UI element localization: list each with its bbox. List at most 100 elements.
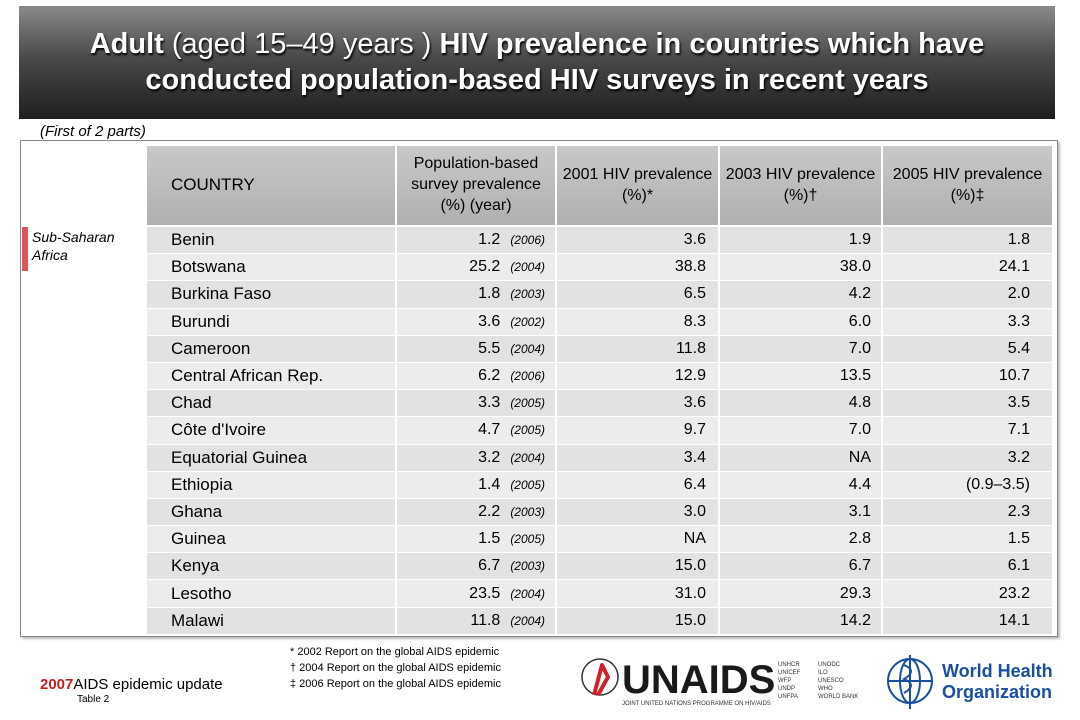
report-brand: 2007AIDS epidemic update (40, 676, 223, 693)
page-title: Adult (aged 15–49 years ) HIV prevalence… (19, 27, 1055, 98)
svg-text:UNDP: UNDP (778, 686, 795, 692)
header-2003: 2003 HIV prevalence (%)† (720, 146, 883, 225)
table-row: Malawi 11.8 (2004) 15.0 14.2 14.1 (147, 606, 1052, 634)
cell-survey-year: (2005) (510, 477, 545, 492)
cell-survey-value: 1.2 (478, 231, 501, 249)
table-row: Côte d'Ivoire 4.7 (2005) 9.7 7.0 7.1 (147, 416, 1052, 444)
table-row: Kenya 6.7 (2003) 15.0 6.7 6.1 (147, 552, 1052, 580)
title-part-normal: (aged 15–49 years ) (163, 28, 440, 61)
cell-country: Chad (147, 390, 397, 417)
cell-2001: 15.0 (557, 607, 720, 634)
svg-text:ILO: ILO (818, 670, 828, 676)
cell-survey-value: 6.2 (478, 367, 501, 385)
cell-survey-year: (2004) (510, 586, 545, 601)
cell-survey-value: 3.2 (478, 448, 501, 466)
cell-2003: 4.2 (720, 281, 883, 308)
cell-2005: 2.0 (1007, 285, 1030, 303)
cell-country: Botswana (147, 254, 397, 281)
who-logo: World Health Organization (887, 655, 1053, 709)
cell-2003: 29.3 (720, 580, 883, 607)
cell-survey-value: 6.7 (478, 557, 501, 575)
cell-country: Cameroon (147, 335, 397, 362)
cell-survey-year: (2004) (510, 260, 545, 275)
cell-2005: 2.3 (1007, 502, 1030, 520)
cell-survey-year: (2005) (510, 532, 545, 547)
cell-survey: 25.2 (2004) (397, 254, 557, 281)
cell-survey: 2.2 (2003) (397, 498, 557, 526)
unaids-tagline: JOINT UNITED NATIONS PROGRAMME ON HIV/AI… (622, 701, 771, 707)
cell-2001: 6.5 (557, 281, 720, 308)
cell-survey-year: (2005) (510, 396, 545, 411)
cell-2001: 11.8 (557, 335, 720, 362)
cell-survey-year: (2004) (510, 613, 545, 628)
cell-survey: 5.5 (2004) (397, 335, 557, 362)
region-color-bar (22, 227, 28, 271)
cell-country: Lesotho (147, 580, 397, 607)
cell-survey: 11.8 (2004) (397, 607, 557, 634)
table-row: Ethiopia 1.4 (2005) 6.4 4.4 (0.9–3.5) (147, 470, 1052, 498)
cell-2003: 4.8 (720, 390, 883, 417)
brand-text: AIDS epidemic update (73, 676, 223, 693)
svg-text:UNODC: UNODC (818, 662, 841, 668)
svg-text:WFP: WFP (778, 678, 791, 684)
who-emblem-icon (887, 655, 933, 709)
footnote-3: ‡ 2006 Report on the global AIDS epidemi… (290, 677, 501, 690)
table-row: Chad 3.3 (2005) 3.6 4.8 3.5 (147, 389, 1052, 417)
cell-survey-year: (2004) (510, 341, 545, 356)
footnotes: * 2002 Report on the global AIDS epidemi… (290, 645, 501, 693)
cell-2001: 8.3 (557, 308, 720, 335)
cell-country: Ethiopia (147, 471, 397, 498)
svg-text:UNICEF: UNICEF (778, 670, 801, 676)
cell-survey-value: 1.5 (478, 530, 501, 548)
cell-country: Burundi (147, 308, 397, 335)
cell-survey: 23.5 (2004) (397, 580, 557, 607)
header-country: COUNTRY (147, 146, 397, 225)
who-name-line-2: Organization (942, 682, 1052, 702)
cell-2005: 10.7 (998, 367, 1030, 385)
table-body: Benin 1.2 (2006) 3.6 1.9 1.8 Botswana 25.2 (2004… (147, 226, 1052, 634)
cell-2001: 31.0 (557, 580, 720, 607)
cell-survey-value: 25.2 (469, 258, 501, 276)
cell-2003: 13.5 (720, 362, 883, 390)
cell-survey-value: 1.8 (478, 285, 501, 303)
cell-survey-year: (2003) (510, 504, 545, 519)
header-survey: Population-based survey prevalence (%) (… (397, 146, 557, 225)
cell-2005: 1.8 (1007, 231, 1030, 249)
table-row: Burkina Faso 1.8 (2003) 6.5 4.2 2.0 (147, 280, 1052, 308)
cell-survey: 1.4 (2005) (397, 471, 557, 498)
cell-2001: 3.6 (557, 390, 720, 417)
cell-country: Malawi (147, 607, 397, 634)
table-row: Burundi 3.6 (2002) 8.3 6.0 3.3 (147, 307, 1052, 335)
table-header: COUNTRY Population-based survey prevalen… (147, 146, 1052, 226)
svg-text:UNHCR: UNHCR (778, 662, 800, 668)
cell-2001: NA (557, 526, 720, 553)
svg-text:WHO: WHO (818, 686, 833, 692)
cell-survey: 1.5 (2005) (397, 526, 557, 553)
cell-2001: 12.9 (557, 362, 720, 390)
cell-survey-year: (2006) (510, 233, 545, 248)
cell-2005: 24.1 (998, 258, 1030, 276)
cell-country: Benin (147, 227, 397, 254)
cell-survey-value: 11.8 (470, 611, 501, 629)
cell-survey: 6.7 (2003) (397, 553, 557, 580)
cell-survey-value: 5.5 (478, 339, 501, 357)
cell-country: Ghana (147, 498, 397, 526)
cell-2005: 14.1 (998, 611, 1030, 629)
table-number: Table 2 (77, 694, 110, 705)
cell-2003: 3.1 (720, 498, 883, 526)
cell-survey: 1.8 (2003) (397, 281, 557, 308)
cell-2005: 5.4 (1007, 339, 1030, 357)
cell-2003: 6.0 (720, 308, 883, 335)
cell-survey-year: (2006) (510, 369, 545, 384)
table-row: Benin 1.2 (2006) 3.6 1.9 1.8 (147, 226, 1052, 254)
cell-country: Kenya (147, 553, 397, 580)
table-row: Ghana 2.2 (2003) 3.0 3.1 2.3 (147, 497, 1052, 526)
svg-text:UNFPA: UNFPA (778, 694, 798, 700)
title-part-bold-1: Adult (89, 28, 164, 61)
cell-survey: 1.2 (2006) (397, 227, 557, 254)
cell-survey: 6.2 (2006) (397, 362, 557, 390)
cell-country: Guinea (147, 526, 397, 553)
cell-2001: 38.8 (557, 254, 720, 281)
unaids-cosponsors-2: UNODC ILO UNESCO WHO WORLD BANK (818, 662, 858, 700)
cell-survey-year: (2002) (510, 314, 545, 329)
